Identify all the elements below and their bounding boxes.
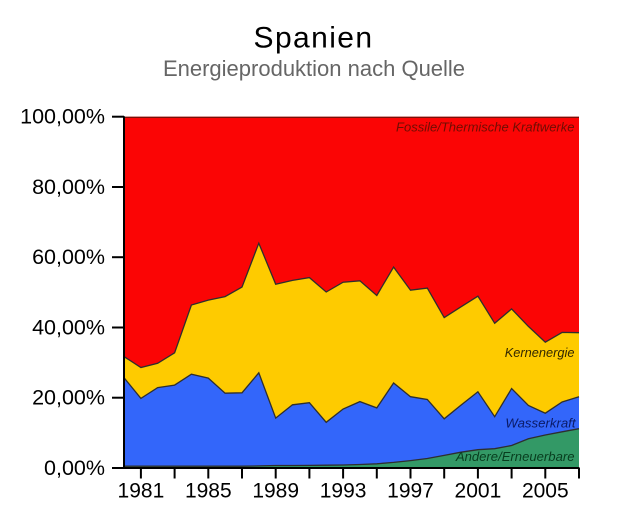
- svg-text:20,00%: 20,00%: [32, 386, 105, 410]
- svg-text:60,00%: 60,00%: [32, 245, 105, 269]
- svg-text:1997: 1997: [387, 480, 434, 503]
- svg-text:0,00%: 0,00%: [44, 456, 105, 480]
- svg-text:Kernenergie: Kernenergie: [505, 345, 575, 360]
- svg-text:80,00%: 80,00%: [32, 175, 105, 199]
- svg-text:1993: 1993: [320, 480, 367, 503]
- svg-text:100,00%: 100,00%: [20, 105, 105, 129]
- svg-text:2001: 2001: [455, 480, 502, 503]
- svg-text:2005: 2005: [522, 480, 569, 503]
- svg-text:1985: 1985: [185, 480, 232, 503]
- svg-text:1989: 1989: [252, 480, 299, 503]
- svg-text:Energieproduktion nach Quelle: Energieproduktion nach Quelle: [163, 56, 465, 81]
- svg-text:Wasserkraft: Wasserkraft: [505, 416, 576, 431]
- svg-text:Spanien: Spanien: [254, 22, 374, 55]
- svg-text:Andere/Erneuerbare: Andere/Erneuerbare: [455, 449, 575, 464]
- svg-text:40,00%: 40,00%: [32, 315, 105, 339]
- svg-text:Fossile/Thermische Kraftwerke: Fossile/Thermische Kraftwerke: [396, 120, 574, 135]
- svg-text:1981: 1981: [118, 480, 165, 503]
